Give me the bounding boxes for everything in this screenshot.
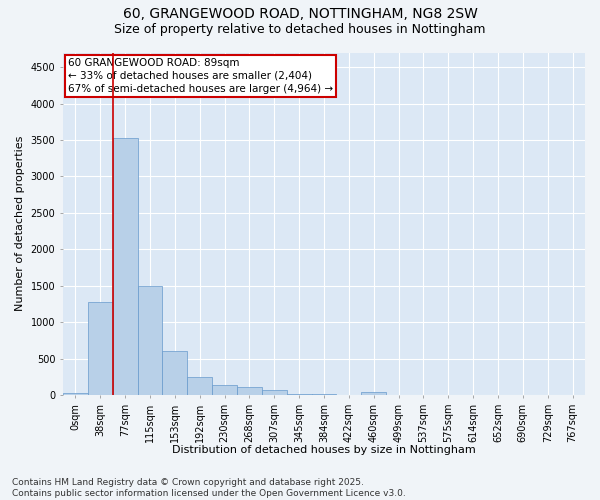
- Text: 60, GRANGEWOOD ROAD, NOTTINGHAM, NG8 2SW: 60, GRANGEWOOD ROAD, NOTTINGHAM, NG8 2SW: [122, 8, 478, 22]
- Bar: [237, 387, 262, 395]
- Y-axis label: Number of detached properties: Number of detached properties: [15, 136, 25, 312]
- Bar: [287, 394, 311, 395]
- Text: Size of property relative to detached houses in Nottingham: Size of property relative to detached ho…: [114, 22, 486, 36]
- X-axis label: Distribution of detached houses by size in Nottingham: Distribution of detached houses by size …: [172, 445, 476, 455]
- Bar: [137, 286, 163, 395]
- Bar: [212, 385, 237, 395]
- Bar: [63, 393, 88, 395]
- Bar: [311, 394, 337, 395]
- Bar: [262, 390, 287, 395]
- Bar: [361, 392, 386, 395]
- Text: Contains HM Land Registry data © Crown copyright and database right 2025.
Contai: Contains HM Land Registry data © Crown c…: [12, 478, 406, 498]
- Bar: [113, 138, 137, 395]
- Bar: [163, 352, 187, 395]
- Bar: [187, 377, 212, 395]
- Text: 60 GRANGEWOOD ROAD: 89sqm
← 33% of detached houses are smaller (2,404)
67% of se: 60 GRANGEWOOD ROAD: 89sqm ← 33% of detac…: [68, 58, 333, 94]
- Bar: [88, 302, 113, 395]
